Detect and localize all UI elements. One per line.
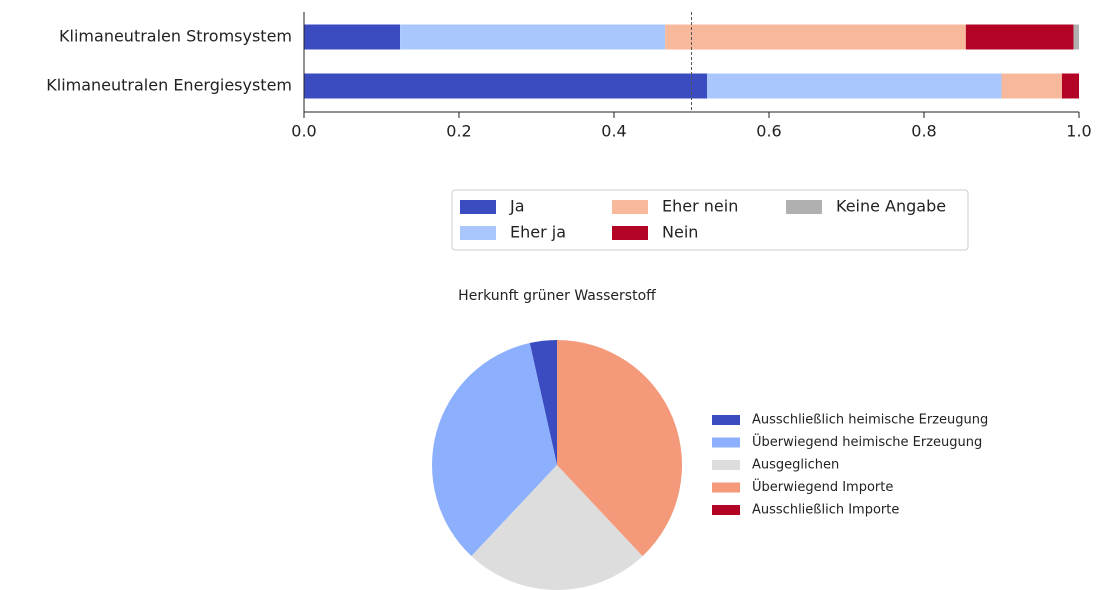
legend-label: Ausschließlich Importe bbox=[752, 503, 899, 518]
bar-segment bbox=[304, 73, 707, 99]
legend-swatch bbox=[712, 460, 740, 470]
legend-label: Eher ja bbox=[510, 223, 566, 242]
bar-segment bbox=[304, 24, 401, 50]
x-tick-label: 0.6 bbox=[756, 122, 781, 141]
legend-swatch bbox=[460, 200, 496, 214]
legend-box bbox=[451, 189, 969, 251]
y-tick-label: Klimaneutralen Stromsystem bbox=[59, 27, 292, 46]
pie-slice bbox=[471, 465, 643, 590]
x-tick-label: 0.0 bbox=[291, 122, 316, 141]
pie-title: Herkunft grüner Wasserstoff bbox=[458, 288, 656, 304]
bar-segment bbox=[1061, 73, 1079, 99]
legend-label: Überwiegend Importe bbox=[752, 478, 893, 495]
pie-slice bbox=[557, 340, 683, 557]
legend-label: Überwiegend heimische Erzeugung bbox=[752, 433, 982, 450]
y-tick-label: Klimaneutralen Energiesystem bbox=[46, 76, 292, 95]
legend-label: Ausgeglichen bbox=[752, 458, 839, 473]
x-tick-label: 0.8 bbox=[911, 122, 936, 141]
bar-segment bbox=[1073, 24, 1079, 50]
bar-segment bbox=[665, 24, 966, 50]
legend-swatch bbox=[712, 415, 740, 425]
legend-label: Ausschließlich heimische Erzeugung bbox=[752, 413, 988, 428]
legend-swatch bbox=[712, 505, 740, 515]
bar-segment bbox=[400, 24, 666, 50]
legend-label: Ja bbox=[509, 197, 525, 216]
x-tick-label: 1.0 bbox=[1066, 122, 1091, 141]
bar-segment bbox=[1001, 73, 1062, 99]
legend-swatch bbox=[612, 200, 648, 214]
legend-swatch bbox=[786, 200, 822, 214]
x-tick-label: 0.4 bbox=[601, 122, 626, 141]
legend-swatch bbox=[712, 437, 740, 448]
pie-slice bbox=[529, 340, 557, 465]
legend-swatch bbox=[712, 482, 740, 493]
pie-slice bbox=[432, 343, 557, 557]
legend-label: Eher nein bbox=[662, 197, 738, 216]
x-tick-label: 0.2 bbox=[446, 122, 471, 141]
bar-segment bbox=[965, 24, 1074, 50]
legend-label: Keine Angabe bbox=[836, 197, 946, 216]
legend-swatch bbox=[612, 226, 648, 240]
bar-segment bbox=[707, 73, 1002, 99]
legend-swatch bbox=[460, 226, 496, 240]
legend-label: Nein bbox=[662, 223, 698, 242]
